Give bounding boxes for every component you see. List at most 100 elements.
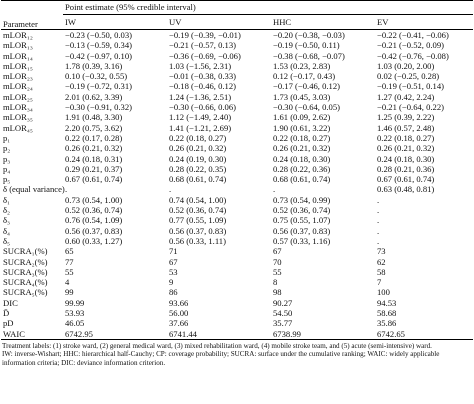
cell: 0.10 (−0.32, 0.55) <box>65 71 128 82</box>
cell: 54.50 <box>273 308 293 319</box>
cell: 0.60 (0.33, 1.27) <box>65 235 123 246</box>
table-row: SUCRA₂(%) 77 67 70 62 <box>1 257 473 267</box>
row-label: mLOR₁₃ <box>3 40 33 51</box>
cell: −0.01 (−0.38, 0.33) <box>169 71 236 82</box>
cell: 99.99 <box>65 297 85 308</box>
cell: −0.21 (−0.64, 0.22) <box>377 102 444 113</box>
cell: −0.38 (−0.68, −0.07) <box>273 50 345 61</box>
cell: −0.30 (−0.91, 0.32) <box>65 102 132 113</box>
table-row: mLOR₂₄ −0.19 (−0.72, 0.31) −0.18 (−0.46, 0… <box>1 81 473 91</box>
cell: 0.28 (0.21, 0.36) <box>377 163 435 174</box>
footnote-line: Treatment labels: (1) stroke ward, (2) g… <box>2 341 432 350</box>
table-row: δ₃ 0.76 (0.54, 1.09) 0.77 (0.55, 1.09) 0.75… <box>1 215 473 225</box>
table-row: p₁ 0.22 (0.17, 0.28) 0.22 (0.18, 0.27) 0.22… <box>1 133 473 143</box>
cell: . <box>377 194 380 205</box>
cell: 0.26 (0.21, 0.32) <box>65 143 123 154</box>
cell: 35.86 <box>377 318 397 329</box>
cell: . <box>169 184 172 195</box>
table-row: SUCRA₅(%) 99 86 98 100 <box>1 287 473 297</box>
row-label: mLOR₂₄ <box>3 81 33 92</box>
row-label: p₄ <box>3 163 11 174</box>
table-row: p₃ 0.24 (0.18, 0.31) 0.24 (0.19, 0.30) 0.24… <box>1 154 473 164</box>
parameter-header: Parameter <box>1 0 63 30</box>
cell: 0.76 (0.54, 1.09) <box>65 215 123 226</box>
cell: 0.22 (0.18, 0.27) <box>169 132 227 143</box>
table-row: p₄ 0.29 (0.21, 0.37) 0.28 (0.22, 0.35) 0.28… <box>1 164 473 174</box>
cell: −0.19 (−0.50, 0.11) <box>273 40 340 51</box>
row-label: SUCRA₁(%) <box>3 246 48 257</box>
table-row: D̄ 53.93 56.00 54.50 58.68 <box>1 308 473 318</box>
cell: 0.24 (0.18, 0.30) <box>377 153 435 164</box>
cell: 0.22 (0.18, 0.27) <box>273 132 331 143</box>
cell: 94.53 <box>377 297 397 308</box>
footnote-line: IW: inverse-Wishart; HHC: hierarchical h… <box>2 350 440 367</box>
row-label: p₃ <box>3 153 11 164</box>
cell: . <box>377 205 380 216</box>
cell: 0.24 (0.18, 0.30) <box>273 153 331 164</box>
row-label: p₁ <box>3 132 11 143</box>
cell: 1.90 (0.61, 3.22) <box>273 122 331 133</box>
cell: 0.52 (0.36, 0.74) <box>169 205 227 216</box>
cell: 86 <box>169 287 178 298</box>
cell: 0.73 (0.54, 0.99) <box>273 194 331 205</box>
column-header: UV <box>167 14 271 30</box>
cell: 37.66 <box>169 318 189 329</box>
cell: −0.17 (−0.46, 0.12) <box>273 81 340 92</box>
cell: 1.73 (0.45, 3.03) <box>273 91 331 102</box>
cell: 1.03 (0.20, 2.00) <box>377 60 435 71</box>
row-label: δ (equal variance) <box>3 184 65 195</box>
cell: 0.74 (0.54, 1.00) <box>169 194 227 205</box>
row-label: pD <box>3 318 14 329</box>
cell: 0.26 (0.21, 0.32) <box>377 143 435 154</box>
cell: 0.56 (0.37, 0.83) <box>273 225 331 236</box>
cell: 58.68 <box>377 308 397 319</box>
results-table: Parameter Point estimate (95% credible i… <box>1 0 474 340</box>
cell: −0.21 (−0.52, 0.09) <box>377 40 444 51</box>
cell: 46.05 <box>65 318 85 329</box>
row-label: SUCRA₃(%) <box>3 266 48 277</box>
cell: 1.78 (0.39, 3.16) <box>65 60 123 71</box>
cell: −0.42 (−0.76, −0.08) <box>377 50 449 61</box>
cell: 0.63 (0.48, 0.81) <box>377 184 435 195</box>
row-label: DIC <box>3 297 18 308</box>
cell: 1.12 (−1.49, 2.40) <box>169 112 232 123</box>
cell: 0.77 (0.55, 1.09) <box>169 215 227 226</box>
cell: 0.56 (0.37, 0.83) <box>169 225 227 236</box>
cell: 1.53 (0.23, 2.83) <box>273 60 331 71</box>
table-row: p₅ 0.67 (0.61, 0.74) 0.68 (0.61, 0.74) 0.68… <box>1 174 473 184</box>
cell: . <box>273 184 276 195</box>
cell: −0.42 (−0.97, 0.10) <box>65 50 132 61</box>
cell: 6742.65 <box>375 328 474 340</box>
table-row: mLOR₁₂ −0.23 (−0.50, 0.03) −0.19 (−0.39, −… <box>1 30 473 41</box>
row-label: mLOR₂₅ <box>3 91 33 102</box>
cell: 99 <box>65 287 74 298</box>
row-label: δ₄ <box>3 225 11 236</box>
column-header: HHC <box>271 14 375 30</box>
table-row: mLOR₁₃ −0.13 (−0.59, 0.34) −0.21 (−0.57, 0… <box>1 40 473 50</box>
table-row: p₂ 0.26 (0.21, 0.32) 0.26 (0.21, 0.32) 0.26… <box>1 143 473 153</box>
table-row: mLOR₂₃ 0.10 (−0.32, 0.55) −0.01 (−0.38, 0.… <box>1 71 473 81</box>
cell: 56.00 <box>169 308 189 319</box>
cell: 0.73 (0.54, 1.00) <box>65 194 123 205</box>
column-header: EV <box>375 14 474 30</box>
table-row: δ₄ 0.56 (0.37, 0.83) 0.56 (0.37, 0.83) 0.56… <box>1 226 473 236</box>
cell: 0.28 (0.22, 0.35) <box>169 163 227 174</box>
row-label: p₅ <box>3 174 11 185</box>
table-row: SUCRA₄(%) 4 9 8 7 <box>1 277 473 287</box>
table-footnote: Treatment labels: (1) stroke ward, (2) g… <box>0 340 474 367</box>
cell: 53.93 <box>65 308 85 319</box>
table-row: δ (equal variance)... 0.63 (0.48, 0.81) <box>1 184 473 194</box>
cell: 73 <box>377 246 386 257</box>
cell: 1.91 (0.48, 3.30) <box>65 112 123 123</box>
cell: 4 <box>65 277 70 288</box>
cell: 0.02 (−0.25, 0.28) <box>377 71 440 82</box>
cell: 2.01 (0.62, 3.39) <box>65 91 123 102</box>
row-label: δ₁ <box>3 194 11 205</box>
cell: . <box>377 215 380 226</box>
row-label: mLOR₂₃ <box>3 71 33 82</box>
cell: 90.27 <box>273 297 293 308</box>
cell: 53 <box>169 266 178 277</box>
cell: 55 <box>65 266 74 277</box>
cell: 70 <box>273 256 282 267</box>
